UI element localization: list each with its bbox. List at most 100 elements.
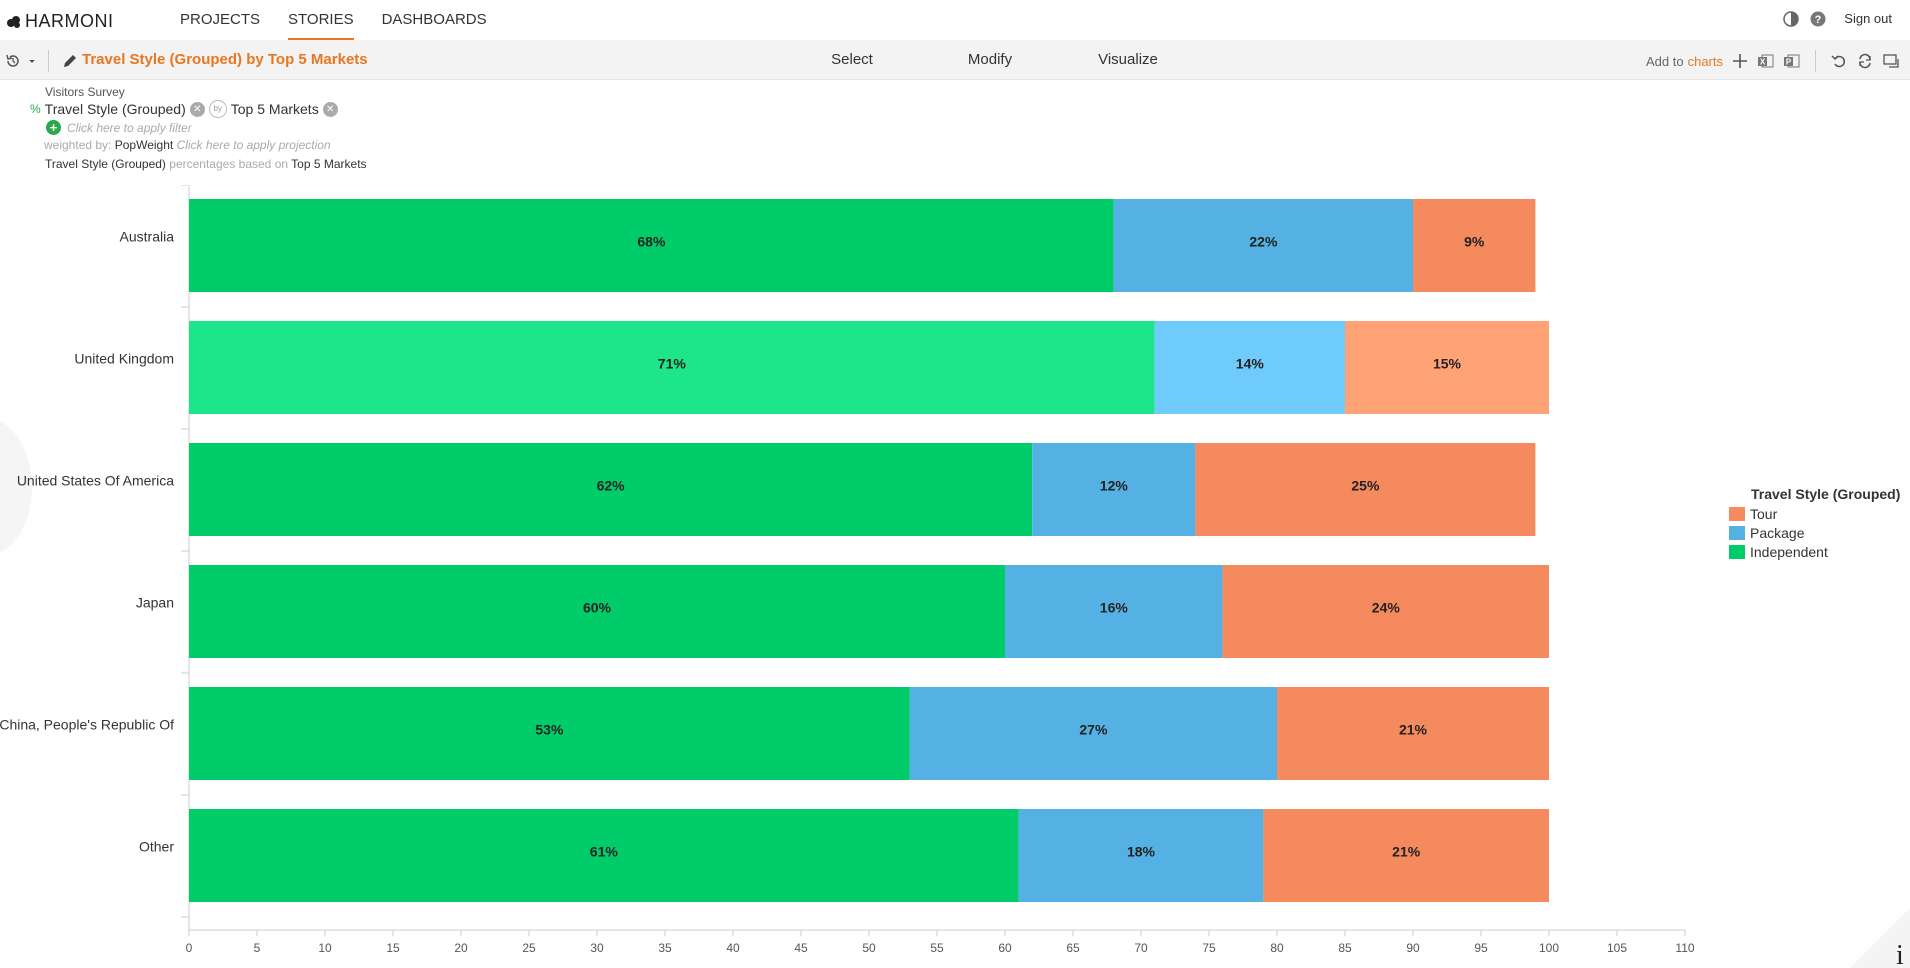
story-toolbar: Travel Style (Grouped) by Top 5 Markets … <box>0 40 1910 80</box>
percent-icon: % <box>30 102 41 116</box>
harmoni-logo[interactable]: HARMONI <box>6 11 114 32</box>
data-label-japan-independent: 60% <box>583 600 612 616</box>
bar-japan-package[interactable] <box>1005 565 1223 658</box>
x-tick-label: 95 <box>1474 941 1488 955</box>
bar-other-independent[interactable] <box>189 809 1019 902</box>
legend-swatch-tour <box>1729 506 1745 521</box>
basis-variable: Travel Style (Grouped) <box>45 157 166 171</box>
x-tick-label: 80 <box>1270 941 1284 955</box>
category-label-united-kingdom: United Kingdom <box>74 351 174 367</box>
x-tick-label: 40 <box>726 941 740 955</box>
x-tick-label: 10 <box>318 941 332 955</box>
bar-australia-tour[interactable] <box>1413 199 1536 292</box>
x-tick-label: 30 <box>590 941 604 955</box>
info-corner-icon[interactable]: i <box>1850 908 1910 968</box>
add-to-target[interactable]: charts <box>1687 53 1723 69</box>
data-label-china-people-s-republic-of-independent: 53% <box>535 722 564 738</box>
by-icon: by <box>208 100 227 118</box>
contrast-icon[interactable] <box>1782 10 1799 27</box>
legend-item-package[interactable]: Package <box>1729 523 1900 542</box>
row-variable[interactable]: Travel Style (Grouped) <box>44 101 186 117</box>
story-title[interactable]: Travel Style (Grouped) by Top 5 Markets <box>82 51 368 68</box>
x-tick-label: 15 <box>386 941 400 955</box>
x-tick-label: 45 <box>794 941 808 955</box>
pencil-icon[interactable] <box>61 52 79 70</box>
visualize-mode-button[interactable]: Visualize <box>1098 51 1158 68</box>
x-tick-label: 55 <box>930 941 944 955</box>
basis-text: percentages based on <box>169 157 289 171</box>
legend-item-independent[interactable]: Independent <box>1729 542 1900 561</box>
legend-label: Independent <box>1750 543 1828 560</box>
data-label-united-states-of-america-independent: 62% <box>597 478 626 494</box>
data-label-other-tour: 21% <box>1392 844 1421 860</box>
x-tick-label: 20 <box>454 941 468 955</box>
bar-other-tour[interactable] <box>1263 809 1549 902</box>
remove-column-variable-icon[interactable]: ✕ <box>322 101 338 117</box>
bar-australia-independent[interactable] <box>189 199 1114 292</box>
data-label-united-kingdom-package: 14% <box>1236 356 1265 372</box>
filter-hint[interactable]: Click here to apply filter <box>67 120 192 135</box>
variable-row: % Travel Style (Grouped) ✕ by Top 5 Mark… <box>30 100 338 118</box>
bar-united-states-of-america-package[interactable] <box>1032 443 1196 536</box>
excel-export-icon[interactable]: X <box>1757 52 1775 70</box>
refresh-icon[interactable] <box>1856 52 1874 70</box>
weighted-by-label: weighted by: <box>44 138 112 152</box>
data-label-australia-independent: 68% <box>637 234 666 250</box>
add-filter-icon[interactable]: + <box>46 120 61 135</box>
bar-australia-package[interactable] <box>1113 199 1413 292</box>
x-tick-label: 25 <box>522 941 536 955</box>
category-label-japan: Japan <box>136 595 174 611</box>
weight-row: weighted by: PopWeight Click here to app… <box>44 138 331 152</box>
mode-tabs: Select Modify Visualize <box>783 51 1197 68</box>
bar-china-people-s-republic-of-tour[interactable] <box>1277 687 1549 780</box>
data-label-united-kingdom-tour: 15% <box>1433 356 1462 372</box>
svg-text:X: X <box>1760 58 1766 67</box>
bar-united-kingdom-tour[interactable] <box>1345 321 1549 414</box>
swap-axes-icon[interactable] <box>1882 52 1900 70</box>
history-icon[interactable] <box>4 52 22 70</box>
tab-dashboards[interactable]: DASHBOARDS <box>381 11 487 28</box>
logo-text: HARMONI <box>25 11 114 31</box>
x-tick-label: 85 <box>1338 941 1352 955</box>
data-label-china-people-s-republic-of-tour: 21% <box>1399 722 1428 738</box>
bar-united-kingdom-independent[interactable] <box>189 321 1155 414</box>
legend-item-tour[interactable]: Tour <box>1729 504 1900 523</box>
powerpoint-export-icon[interactable]: P <box>1783 52 1801 70</box>
add-to-label: Add to <box>1646 53 1684 69</box>
bar-china-people-s-republic-of-package[interactable] <box>909 687 1277 780</box>
modify-mode-button[interactable]: Modify <box>967 51 1013 68</box>
chevron-down-icon[interactable] <box>28 52 36 70</box>
bar-united-kingdom-package[interactable] <box>1154 321 1345 414</box>
legend-label: Tour <box>1750 505 1778 522</box>
toolbar-divider <box>1815 50 1816 72</box>
bar-japan-tour[interactable] <box>1222 565 1549 658</box>
help-icon[interactable]: ? <box>1809 10 1826 27</box>
bar-other-package[interactable] <box>1018 809 1264 902</box>
sign-out-link[interactable]: Sign out <box>1844 11 1892 26</box>
bar-china-people-s-republic-of-independent[interactable] <box>189 687 910 780</box>
data-label-other-independent: 61% <box>590 844 619 860</box>
filter-row: + Click here to apply filter <box>46 120 192 135</box>
data-label-japan-package: 16% <box>1100 600 1129 616</box>
bar-united-states-of-america-independent[interactable] <box>189 443 1033 536</box>
column-variable[interactable]: Top 5 Markets <box>230 101 319 117</box>
undo-icon[interactable] <box>1830 52 1848 70</box>
select-mode-button[interactable]: Select <box>831 51 873 68</box>
legend-swatch-independent <box>1729 544 1745 559</box>
bar-united-states-of-america-tour[interactable] <box>1195 443 1536 536</box>
tab-stories[interactable]: STORIES <box>274 0 368 40</box>
x-tick-label: 110 <box>1675 941 1694 955</box>
x-tick-label: 100 <box>1539 941 1559 955</box>
tab-projects[interactable]: PROJECTS <box>180 11 261 28</box>
projection-hint[interactable]: Click here to apply projection <box>176 138 331 152</box>
legend-swatch-package <box>1729 525 1745 540</box>
x-tick-label: 50 <box>862 941 876 955</box>
category-label-united-states-of-america: United States Of America <box>17 473 174 489</box>
data-label-china-people-s-republic-of-package: 27% <box>1079 722 1108 738</box>
plus-icon[interactable] <box>1731 52 1749 70</box>
bar-japan-independent[interactable] <box>189 565 1005 658</box>
category-label-australia: Australia <box>120 229 175 245</box>
remove-row-variable-icon[interactable]: ✕ <box>189 101 205 117</box>
data-label-japan-tour: 24% <box>1372 600 1401 616</box>
weight-variable[interactable]: PopWeight <box>114 138 174 152</box>
